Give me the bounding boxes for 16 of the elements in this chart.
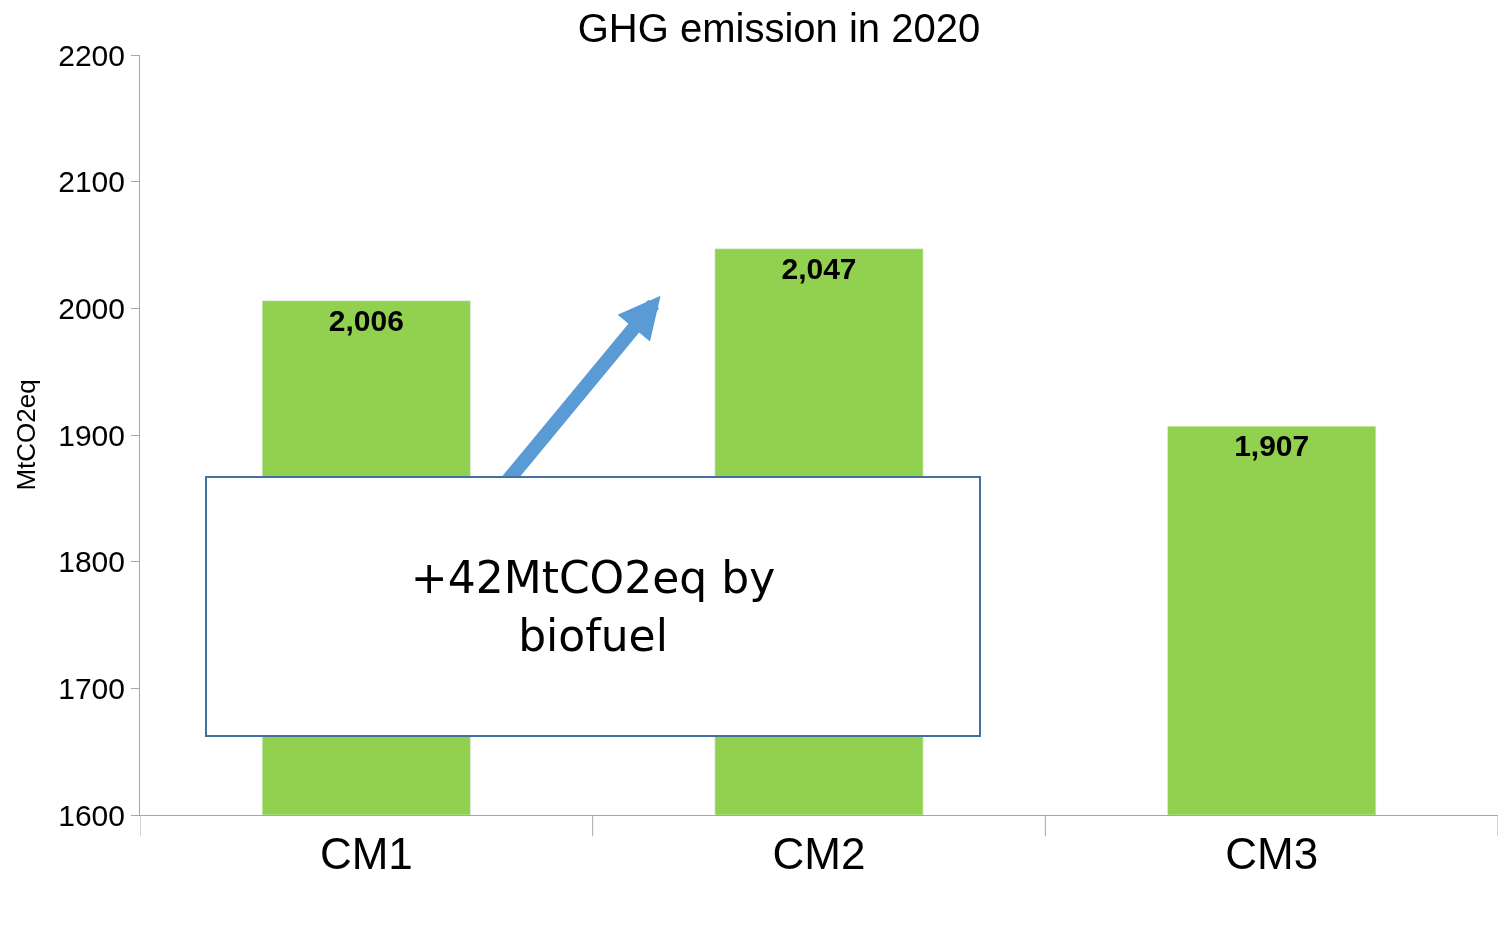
annotation: +42MtCO2eq by biofuel	[410, 552, 776, 661]
y-tick-label: 1800	[58, 545, 125, 579]
y-tick-label: 1600	[58, 798, 125, 832]
x-tick-label: CM3	[1225, 828, 1319, 878]
y-tick-label: 2100	[58, 165, 125, 199]
y-tick-label: 1700	[58, 671, 125, 705]
x-tick-label: CM2	[772, 828, 866, 878]
chart-title: GHG emission in 2020	[577, 5, 981, 50]
x-tick-label: CM1	[319, 828, 413, 878]
y-tick-label: 2000	[58, 291, 125, 325]
data-label: 1,907	[1234, 429, 1310, 463]
y-tick-label: 2200	[58, 38, 125, 72]
data-label: 2,047	[781, 251, 857, 285]
y-tick-label: 1900	[58, 418, 125, 452]
y-axis-title: MtCO2eq	[10, 379, 41, 491]
data-label: 2,006	[328, 303, 404, 337]
